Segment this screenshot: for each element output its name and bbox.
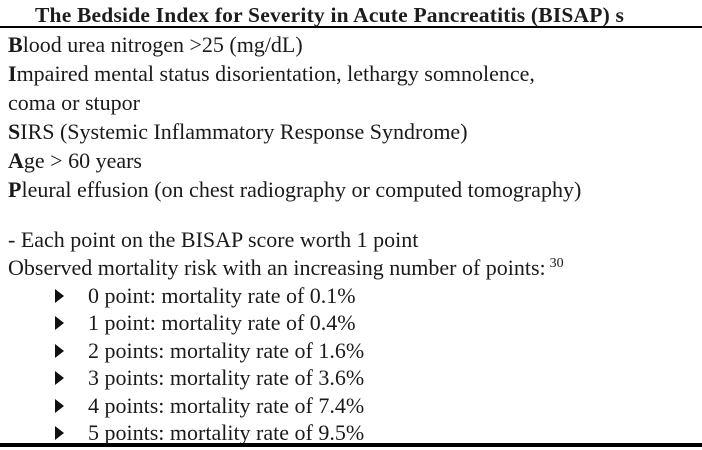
table-title: The Bedside Index for Severity in Acute …	[35, 3, 625, 27]
footer-rule	[0, 443, 702, 447]
criterion-text: leural effusion (on chest radiography or…	[21, 177, 582, 202]
criterion-sirs: SIRS (Systemic Inflammatory Response Syn…	[8, 117, 696, 146]
mortality-rate-label: 3 points: mortality rate of 3.6%	[88, 365, 365, 391]
mortality-rate-label: 4 points: mortality rate of 7.4%	[88, 392, 365, 418]
bullet-triangle-icon	[55, 316, 64, 331]
mortality-list-item-1: 1 point: mortality rate of 0.4%	[8, 310, 696, 338]
note-mortality-text: Observed mortality risk with an increasi…	[8, 255, 546, 280]
bullet-triangle-icon	[55, 288, 64, 303]
header-rule	[0, 26, 702, 28]
criterion-text: mpaired mental status disorientation, le…	[16, 61, 535, 86]
criterion-mental-status: Impaired mental status disorientation, l…	[8, 59, 696, 88]
mortality-list-item-4: 4 points: mortality rate of 7.4%	[8, 392, 696, 420]
reference-superscript: 30	[549, 255, 564, 271]
mortality-rate-label: 0 point: mortality rate of 0.1%	[88, 282, 356, 308]
bullet-triangle-icon	[55, 398, 64, 413]
note-scoring: - Each point on the BISAP score worth 1 …	[8, 227, 419, 252]
table-body: Blood urea nitrogen >25 (mg/dL) Impaired…	[0, 28, 702, 447]
mortality-list-item-2: 2 points: mortality rate of 1.6%	[8, 337, 696, 365]
criterion-initial: A	[8, 148, 24, 173]
note-mortality-intro: Observed mortality risk with an increasi…	[8, 254, 696, 282]
mortality-list-item-0: 0 point: mortality rate of 0.1%	[8, 282, 696, 310]
criterion-text: ge > 60 years	[23, 148, 142, 173]
criterion-mental-status-wrap: coma or stupor	[8, 90, 140, 115]
mortality-rate-label: 1 point: mortality rate of 0.4%	[88, 310, 356, 336]
mortality-rate-label: 2 points: mortality rate of 1.6%	[88, 337, 365, 363]
criterion-age: Age > 60 years	[8, 146, 696, 175]
mortality-rate-label: 5 points: mortality rate of 9.5%	[88, 420, 365, 446]
criterion-initial: I	[8, 61, 17, 86]
bullet-triangle-icon	[55, 426, 64, 441]
mortality-list-item-3: 3 points: mortality rate of 3.6%	[8, 365, 696, 393]
criterion-text: IRS (Systemic Inflammatory Response Synd…	[20, 119, 468, 144]
bullet-triangle-icon	[55, 371, 64, 386]
criterion-bun: Blood urea nitrogen >25 (mg/dL)	[8, 30, 696, 59]
criterion-text: lood urea nitrogen >25 (mg/dL)	[22, 32, 303, 57]
criterion-initial: B	[8, 32, 23, 57]
criterion-initial: S	[8, 119, 21, 144]
criterion-initial: P	[8, 177, 22, 202]
bullet-triangle-icon	[55, 343, 64, 358]
mortality-list-item-5: 5 points: mortality rate of 9.5%	[8, 420, 696, 448]
criterion-pleural-effusion: Pleural effusion (on chest radiography o…	[8, 175, 696, 204]
blank-line	[8, 204, 696, 226]
